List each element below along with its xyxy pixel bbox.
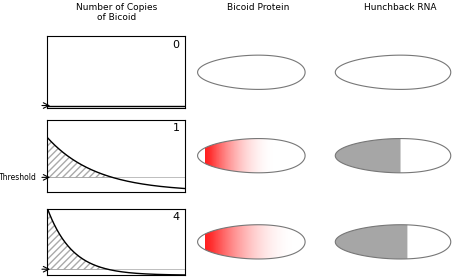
Polygon shape [335, 138, 401, 173]
Polygon shape [198, 55, 305, 90]
Text: 1: 1 [173, 123, 179, 133]
Text: 4: 4 [172, 212, 179, 222]
Text: Hunchback RNA: Hunchback RNA [365, 3, 437, 12]
Text: Threshold: Threshold [0, 173, 36, 182]
Text: 0: 0 [173, 40, 179, 50]
Polygon shape [198, 138, 305, 173]
Polygon shape [198, 138, 305, 173]
Polygon shape [335, 55, 451, 90]
Polygon shape [198, 225, 305, 259]
Polygon shape [335, 225, 407, 259]
Text: Bicoid Protein: Bicoid Protein [227, 3, 290, 12]
Text: Number of Copies
of Bicoid: Number of Copies of Bicoid [75, 3, 157, 22]
Polygon shape [335, 138, 451, 173]
Polygon shape [198, 225, 305, 259]
Polygon shape [335, 225, 451, 259]
